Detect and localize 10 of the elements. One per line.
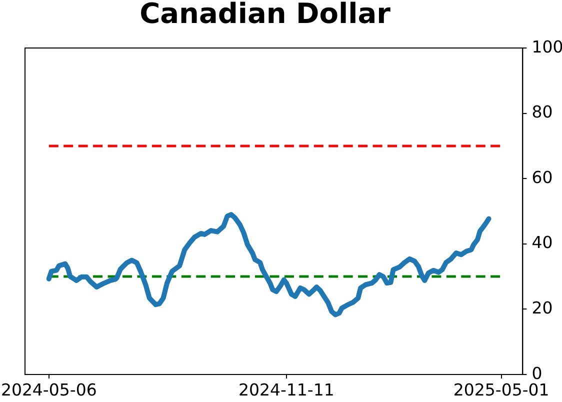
y-tick-label: 60 [532,168,553,187]
x-tick-label: 2024-11-11 [238,380,334,400]
y-tick-label: 100 [532,37,562,56]
x-tick-label: 2025-05-01 [453,380,550,400]
y-tick-label: 40 [532,233,553,252]
chart-title: Canadian Dollar [138,0,392,30]
y-tick-label: 80 [532,102,553,122]
y-tick-label: 20 [532,298,553,318]
y-tick-label: 0 [532,364,542,383]
x-tick-label: 2024-05-06 [0,380,97,400]
